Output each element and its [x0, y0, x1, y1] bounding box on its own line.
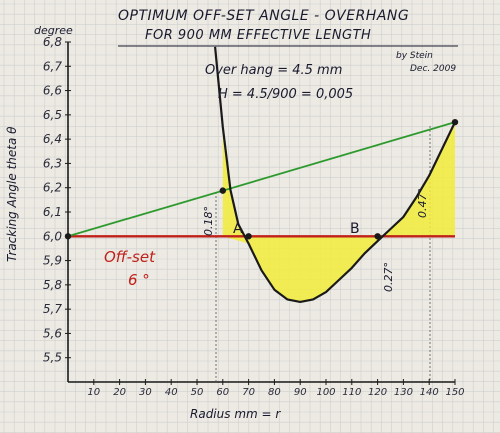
- fill-right-area: [377, 122, 455, 242]
- point-b: [374, 233, 381, 240]
- y-tick-label: 6,2: [43, 181, 62, 195]
- annotation-overhang: Over hang = 4.5 mm: [205, 63, 342, 78]
- deviation-left-label: 0.18°: [202, 206, 215, 236]
- tick-labels: 10 20 30 40 50 60 70 80 90 100 110 120 130 140 150 5,5 5…: [43, 35, 465, 398]
- fill-middle-area: [248, 236, 378, 302]
- x-axis-label: Radius mm = r: [190, 407, 281, 421]
- y-tick-label: 6,4: [43, 132, 62, 146]
- chart-marks: [64, 46, 459, 303]
- y-tick-label: 5,9: [43, 254, 62, 268]
- x-tick-label: 130: [394, 387, 413, 398]
- annotation-offset-label: Off-set: [104, 248, 156, 266]
- x-tick-label: 40: [165, 387, 178, 398]
- deviation-min-label: 0.27°: [382, 262, 395, 292]
- x-tick-label: 90: [294, 387, 307, 398]
- y-tick-label: 5,5: [43, 351, 62, 365]
- x-tick-label: 110: [342, 387, 361, 398]
- y-tick-label: 5,7: [43, 302, 62, 316]
- x-tick-label: 140: [420, 387, 439, 398]
- chart-byline: by Stein: [396, 51, 433, 61]
- x-tick-label: 70: [242, 387, 255, 398]
- chart-title: OPTIMUM OFF-SET ANGLE - OVERHANG: [118, 8, 409, 24]
- y-tick-label: 6,3: [43, 156, 62, 170]
- fill-left-wedge: [222, 127, 249, 244]
- point-tangent-right: [451, 118, 459, 126]
- y-tick-label: 6,8: [43, 35, 62, 49]
- y-tick-label: 5,6: [43, 326, 62, 340]
- x-tick-label: 50: [191, 387, 204, 398]
- x-tick-label: 150: [445, 387, 464, 398]
- y-tick-label: 6,5: [43, 108, 62, 122]
- series-tracking-curve: [214, 46, 456, 303]
- x-tick-label: 60: [216, 387, 229, 398]
- x-tick-label: 30: [139, 387, 152, 398]
- chart-subtitle: FOR 900 MM EFFECTIVE LENGTH: [145, 28, 371, 43]
- point-b-label: B: [350, 221, 360, 237]
- y-tick-label: 5,8: [43, 278, 62, 292]
- point-a: [245, 233, 252, 240]
- x-tick-label: 10: [87, 387, 100, 398]
- chart-date: Dec. 2009: [410, 64, 456, 74]
- x-tick-label: 120: [368, 387, 387, 398]
- point-tangent-left: [219, 187, 226, 194]
- y-unit-label: degree: [34, 24, 73, 37]
- x-tick-label: 20: [113, 387, 126, 398]
- y-tick-label: 6,6: [43, 84, 62, 98]
- y-tick-label: 6,7: [43, 59, 62, 73]
- y-tick-label: 6,0: [43, 229, 62, 243]
- annotation-h-formula: H = 4.5/900 = 0,005: [218, 87, 353, 102]
- annotation-offset-value: 6 °: [128, 271, 150, 289]
- series-tangent-line: [67, 121, 456, 238]
- y-tick-label: 6,1: [43, 205, 62, 219]
- x-tick-label: 100: [316, 387, 335, 398]
- y-axis-label: Tracking Angle theta θ: [5, 126, 19, 262]
- deviation-fills: [222, 122, 455, 302]
- deviation-right-label: 0.47°: [416, 188, 429, 218]
- point-a-label: A: [233, 221, 243, 237]
- x-tick-label: 80: [268, 387, 281, 398]
